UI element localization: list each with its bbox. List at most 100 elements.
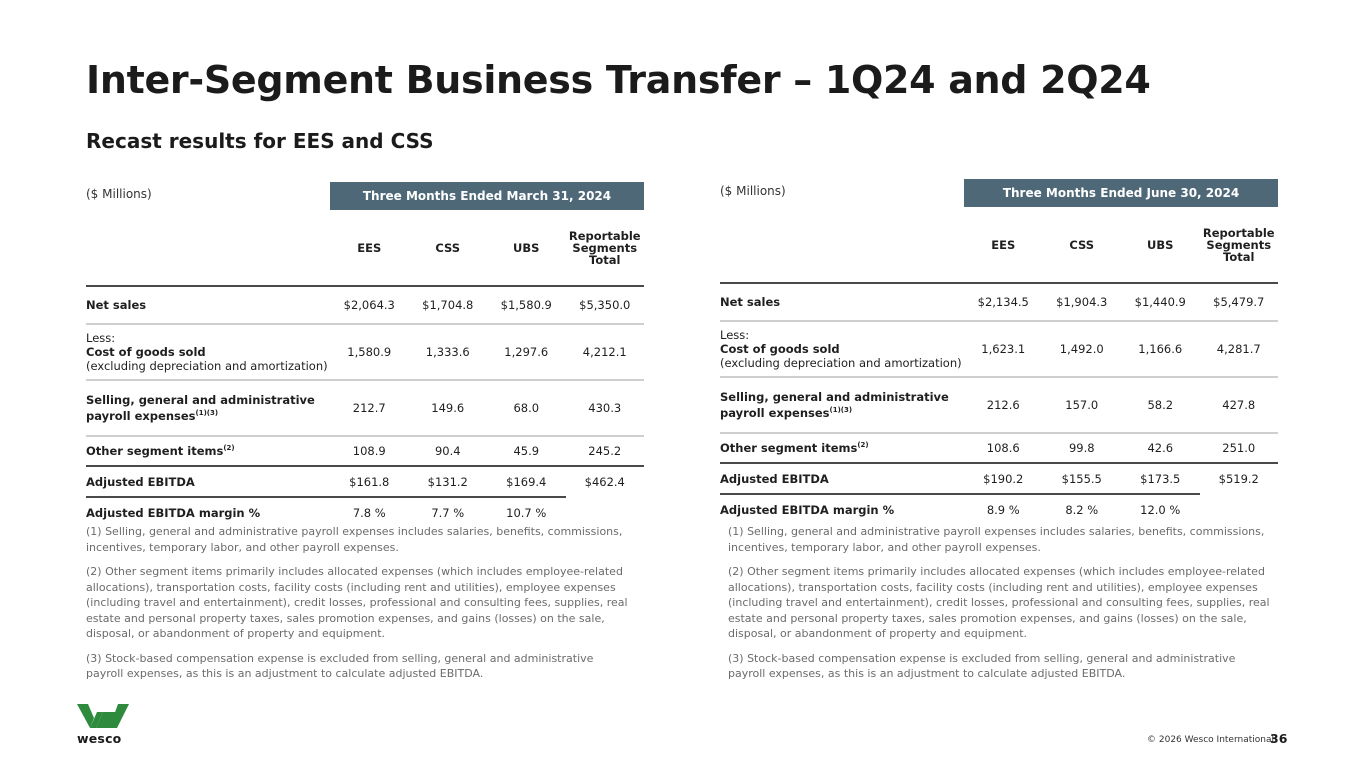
value-cell: 245.2 (565, 435, 644, 465)
value-cell: 7.7 % (408, 496, 487, 527)
value-cell: $190.2 (964, 462, 1043, 493)
less-label: Less: (720, 328, 750, 342)
footnote-1: (1) Selling, general and administrative … (728, 525, 1265, 554)
row-label: Adjusted EBITDA (720, 462, 964, 493)
sga-footnote-ref: (1)(3) (829, 405, 853, 414)
empty-cell (1200, 493, 1279, 524)
other-label: Other segment items (720, 441, 858, 455)
footnote-3: (3) Stock-based compensation expense is … (728, 651, 1236, 681)
value-cell: 1,333.6 (408, 323, 487, 379)
row-label: Less: Cost of goods sold (excluding depr… (720, 320, 964, 376)
value-cell: 1,166.6 (1121, 320, 1200, 376)
q1-segment-table: EES CSS UBS Reportable Segments Total Ne… (86, 211, 644, 527)
empty-cell (566, 496, 645, 527)
q2-period-header: Three Months Ended June 30, 2024 (964, 179, 1278, 207)
col-ubs: UBS (513, 241, 540, 255)
value-cell: 108.9 (330, 435, 409, 465)
value-cell: 68.0 (487, 379, 566, 435)
row-label: Other segment items(2) (86, 435, 330, 465)
value-cell: $173.5 (1121, 462, 1200, 493)
cogs-label: Cost of goods sold (720, 342, 840, 356)
sga-row: Selling, general and administrative payr… (720, 376, 1278, 432)
value-cell: 8.9 % (964, 493, 1043, 524)
sga-footnote-ref: (1)(3) (195, 408, 219, 417)
value-cell: 1,623.1 (964, 320, 1043, 376)
other-footnote-ref: (2) (857, 441, 869, 450)
adjusted-ebitda-row: Adjusted EBITDA $161.8 $131.2 $169.4 $46… (86, 465, 644, 496)
value-cell: 45.9 (487, 435, 566, 465)
q1-period-header: Three Months Ended March 31, 2024 (330, 182, 644, 210)
value-cell: $2,134.5 (964, 282, 1043, 320)
value-cell: 427.8 (1199, 376, 1278, 432)
cogs-row: Less: Cost of goods sold (excluding depr… (720, 320, 1278, 376)
col-total: Reportable Segments Total (1202, 226, 1275, 264)
value-cell: 4,281.7 (1199, 320, 1278, 376)
value-cell: 1,492.0 (1042, 320, 1121, 376)
value-cell: 149.6 (408, 379, 487, 435)
value-cell: $519.2 (1199, 462, 1278, 493)
q1-units-label: ($ Millions) (86, 187, 152, 201)
col-css: CSS (1069, 238, 1095, 252)
adjusted-ebitda-row: Adjusted EBITDA $190.2 $155.5 $173.5 $51… (720, 462, 1278, 493)
footnote-1: (1) Selling, general and administrative … (86, 525, 623, 554)
sga-label-line2: payroll expenses (86, 408, 196, 423)
footnote-2: (2) Other segment items primarily includ… (728, 565, 1270, 640)
q2-footnotes: (1) Selling, general and administrative … (728, 524, 1276, 691)
net-sales-row: Net sales $2,064.3 $1,704.8 $1,580.9 $5,… (86, 285, 644, 323)
wesco-logo-icon (77, 704, 129, 728)
row-label: Other segment items(2) (720, 432, 964, 462)
value-cell: 7.8 % (330, 496, 409, 527)
copyright: © 2026 Wesco International (1147, 735, 1274, 745)
q2-units-label: ($ Millions) (720, 184, 786, 198)
less-label: Less: (86, 331, 116, 345)
value-cell: 4,212.1 (565, 323, 644, 379)
row-label: Net sales (720, 282, 964, 320)
value-cell: $5,479.7 (1199, 282, 1278, 320)
col-ees: EES (357, 241, 382, 255)
row-label: Net sales (86, 285, 330, 323)
value-cell: 8.2 % (1042, 493, 1121, 524)
value-cell: $1,440.9 (1121, 282, 1200, 320)
q1-table-header: ($ Millions) Three Months Ended March 31… (86, 178, 646, 211)
net-sales-row: Net sales $2,134.5 $1,904.3 $1,440.9 $5,… (720, 282, 1278, 320)
value-cell: $161.8 (330, 465, 409, 496)
footnote-2: (2) Other segment items primarily includ… (86, 565, 628, 640)
page-title: Inter-Segment Business Transfer – 1Q24 a… (86, 58, 1151, 102)
col-ees: EES (991, 238, 1016, 252)
row-label: Selling, general and administrative payr… (720, 376, 964, 432)
q2-table-header: ($ Millions) Three Months Ended June 30,… (720, 175, 1280, 208)
value-cell: 1,580.9 (330, 323, 409, 379)
row-label: Less: Cost of goods sold (excluding depr… (86, 323, 330, 379)
cogs-row: Less: Cost of goods sold (excluding depr… (86, 323, 644, 379)
value-cell: 42.6 (1121, 432, 1200, 462)
sga-row: Selling, general and administrative payr… (86, 379, 644, 435)
col-total: Reportable Segments Total (568, 229, 641, 267)
q1-footnotes: (1) Selling, general and administrative … (86, 524, 634, 691)
q2-segment-table: EES CSS UBS Reportable Segments Total Ne… (720, 208, 1278, 524)
sga-label-line2: payroll expenses (720, 405, 830, 420)
value-cell: 58.2 (1121, 376, 1200, 432)
row-label: Adjusted EBITDA (86, 465, 330, 496)
other-label: Other segment items (86, 444, 224, 458)
value-cell: $169.4 (487, 465, 566, 496)
value-cell: 430.3 (565, 379, 644, 435)
value-cell: $1,580.9 (487, 285, 566, 323)
value-cell: 212.6 (964, 376, 1043, 432)
row-label: Selling, general and administrative payr… (86, 379, 330, 435)
q1-table-panel: ($ Millions) Three Months Ended March 31… (86, 178, 646, 527)
value-cell: 212.7 (330, 379, 409, 435)
other-items-row: Other segment items(2) 108.6 99.8 42.6 2… (720, 432, 1278, 462)
sga-label-line1: Selling, general and administrative (86, 392, 315, 407)
value-cell: 108.6 (964, 432, 1043, 462)
value-cell: 90.4 (408, 435, 487, 465)
row-label: Adjusted EBITDA margin % (720, 493, 964, 524)
adjusted-ebitda-margin-row: Adjusted EBITDA margin % 7.8 % 7.7 % 10.… (86, 496, 644, 527)
value-cell: 99.8 (1042, 432, 1121, 462)
logo-wordmark: wesco (77, 731, 122, 746)
page-number: 36 (1270, 731, 1288, 746)
value-cell: $1,904.3 (1042, 282, 1121, 320)
q2-table-panel: ($ Millions) Three Months Ended June 30,… (720, 175, 1280, 524)
cogs-label: Cost of goods sold (86, 345, 206, 359)
cogs-note: (excluding depreciation and amortization… (86, 359, 328, 373)
page-subtitle: Recast results for EES and CSS (86, 129, 434, 153)
